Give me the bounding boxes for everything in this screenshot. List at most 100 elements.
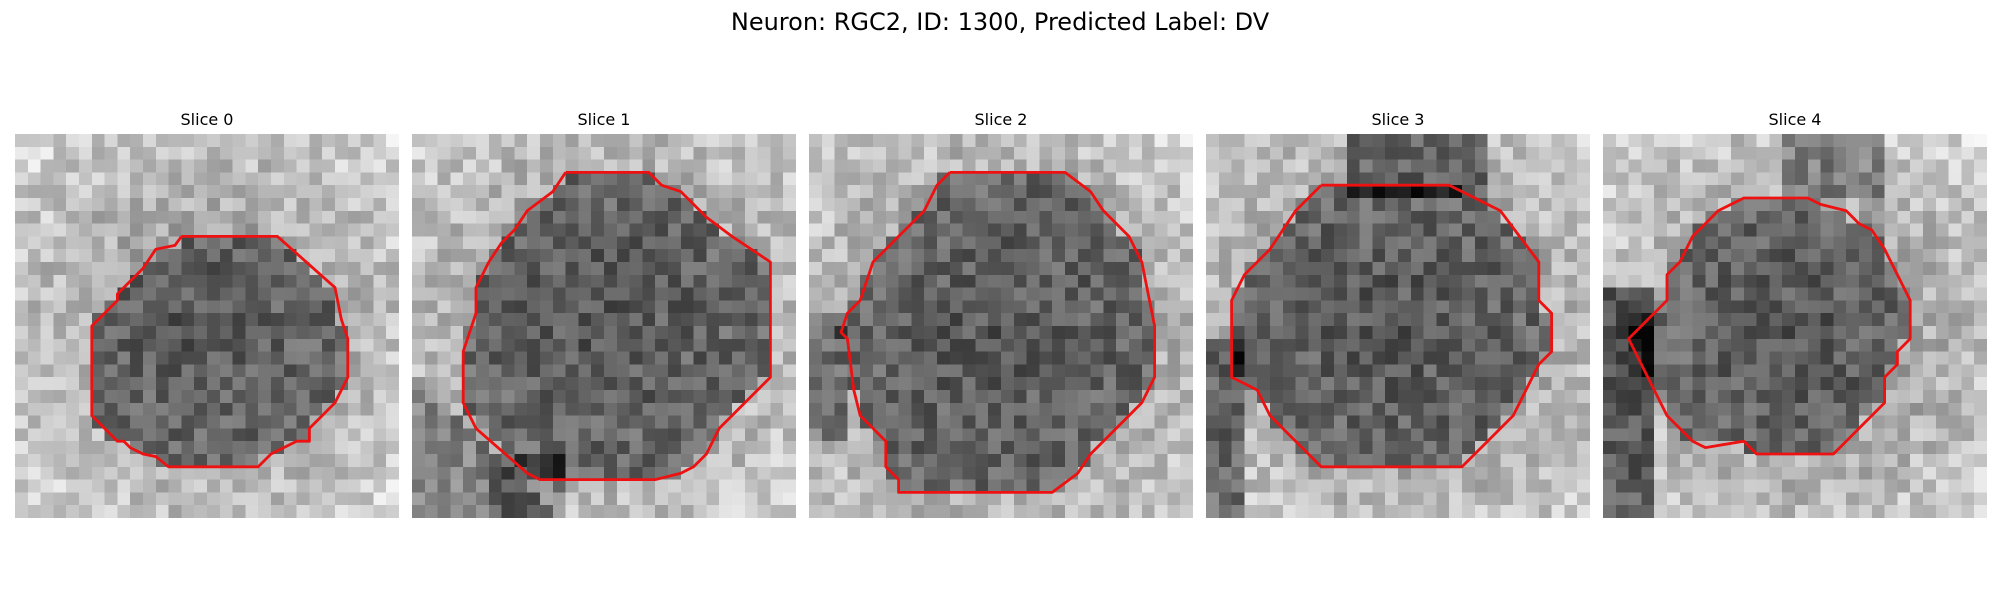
slice-2-pixel-855 <box>1001 492 1015 506</box>
slice-4-pixel-256 <box>1807 236 1821 250</box>
slice-0-pixel-610 <box>143 390 157 404</box>
slice-0-pixel-880 <box>143 505 157 518</box>
slice-0-pixel-573 <box>53 377 67 391</box>
slice-4-pixel-214 <box>1654 223 1668 237</box>
slice-2-pixel-220 <box>937 223 951 237</box>
slice-3-pixel-805 <box>1526 466 1540 480</box>
slice-3-pixel-459 <box>1321 326 1335 340</box>
slice-4-pixel-536 <box>1935 351 1949 365</box>
slice-3-pixel-796 <box>1410 466 1424 480</box>
slice-0-pixel-541 <box>27 364 41 378</box>
slice-1-pixel-507 <box>757 338 771 352</box>
slice-4-pixel-345 <box>1795 274 1809 288</box>
slice-2-pixel-606 <box>885 390 899 404</box>
slice-2-pixel-763 <box>975 454 989 468</box>
slice-4-pixel-458 <box>1705 326 1719 340</box>
slice-4-pixel-364 <box>1654 287 1668 301</box>
slice-1-pixel-836 <box>744 479 758 493</box>
slice-4-pixel-819 <box>1718 479 1732 493</box>
slice-4-pixel-855 <box>1795 492 1809 506</box>
slice-3-pixel-379 <box>1449 287 1463 301</box>
slice-1-pixel-268 <box>770 236 784 250</box>
slice-1-pixel-432 <box>565 313 579 327</box>
slice-1-pixel-884 <box>591 505 605 518</box>
slice-3-pixel-809 <box>1577 466 1590 480</box>
slice-3-pixel-122 <box>1231 185 1245 199</box>
slice-1-pixel-896 <box>744 505 758 518</box>
slice-3-pixel-868 <box>1564 492 1578 506</box>
slice-4-pixel-661 <box>1615 415 1629 429</box>
slice-4-pixel-862 <box>1884 492 1898 506</box>
slice-2-pixel-808 <box>1167 466 1181 480</box>
slice-0-pixel-823 <box>181 479 195 493</box>
slice-1-pixel-891 <box>680 505 694 518</box>
slice-1-pixel-23 <box>706 134 720 148</box>
slice-1-pixel-881 <box>552 505 566 518</box>
slice-3-pixel-20 <box>1462 134 1476 148</box>
slice-4-pixel-681 <box>1871 415 1885 429</box>
slice-2-pixel-538 <box>1167 351 1181 365</box>
slice-3-pixel-668 <box>1308 415 1322 429</box>
slice-2-pixel-670 <box>937 415 951 429</box>
slice-4-pixel-310 <box>1731 262 1745 276</box>
slice-0-pixel-400 <box>143 300 157 314</box>
slice-0-pixel-719 <box>386 428 399 442</box>
slice-0-pixel-723 <box>53 441 67 455</box>
slice-4-pixel-234 <box>1910 223 1924 237</box>
slice-4-pixel-127 <box>1692 185 1706 199</box>
slice-1-pixel-374 <box>591 287 605 301</box>
slice-0-pixel-528 <box>245 351 259 365</box>
slice-3-pixel-71 <box>1346 159 1360 173</box>
slice-0-pixel-223 <box>181 223 195 237</box>
slice-3-pixel-675 <box>1398 415 1412 429</box>
slice-3-pixel-724 <box>1257 441 1271 455</box>
slice-1-pixel-851 <box>552 492 566 506</box>
slice-1-pixel-88 <box>770 159 784 173</box>
slice-1-pixel-680 <box>668 415 682 429</box>
slice-0-pixel-414 <box>322 300 336 314</box>
slice-2-pixel-374 <box>988 287 1002 301</box>
slice-2-pixel-289 <box>1052 249 1066 263</box>
slice-3-pixel-223 <box>1372 223 1386 237</box>
slice-1-pixel-770 <box>668 454 682 468</box>
slice-4-pixel-198 <box>1833 210 1847 224</box>
slice-3-pixel-875 <box>1270 505 1284 518</box>
slice-4-pixel-554 <box>1782 364 1796 378</box>
slice-1-pixel-709 <box>655 428 669 442</box>
slice-4-pixel-671 <box>1743 415 1757 429</box>
slice-4-pixel-186 <box>1679 210 1693 224</box>
slice-4-pixel-91 <box>1615 172 1629 186</box>
slice-3-pixel-421 <box>1218 313 1232 327</box>
slice-2-pixel-152 <box>834 198 848 212</box>
slice-0-pixel-31 <box>27 146 41 160</box>
slice-1-pixel-154 <box>463 198 477 212</box>
slice-0-pixel-187 <box>104 210 118 224</box>
slice-2-pixel-846 <box>885 492 899 506</box>
slice-3-pixel-689 <box>1577 415 1590 429</box>
slice-2-pixel-799 <box>1052 466 1066 480</box>
slice-3-pixel-107 <box>1423 172 1437 186</box>
slice-0-pixel-90 <box>15 172 29 186</box>
slice-1-pixel-721 <box>424 441 438 455</box>
slice-2-pixel-98 <box>911 172 925 186</box>
slice-1-pixel-373 <box>578 287 592 301</box>
slice-0-pixel-515 <box>79 351 93 365</box>
slice-1-pixel-464 <box>591 326 605 340</box>
slice-2-pixel-470 <box>1065 326 1079 340</box>
slice-4-pixel-460 <box>1731 326 1745 340</box>
slice-3-pixel-132 <box>1359 185 1373 199</box>
slice-0-pixel-533 <box>309 351 323 365</box>
slice-1-pixel-233 <box>706 223 720 237</box>
slice-1-pixel-288 <box>642 249 656 263</box>
slice-0-pixel-858 <box>245 492 259 506</box>
slice-3-pixel-131 <box>1346 185 1360 199</box>
slice-2-pixel-180 <box>809 210 823 224</box>
slice-1-pixel-814 <box>463 479 477 493</box>
slice-4-pixel-755 <box>1667 454 1681 468</box>
slice-2-pixel-428 <box>911 313 925 327</box>
slice-1-pixel-636 <box>488 402 502 416</box>
slice-4-pixel-764 <box>1782 454 1796 468</box>
slice-2-pixel-781 <box>821 466 835 480</box>
slice-4-pixel-333 <box>1641 274 1655 288</box>
slice-1-pixel-240 <box>412 236 426 250</box>
